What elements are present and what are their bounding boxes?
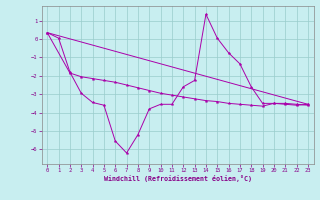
X-axis label: Windchill (Refroidissement éolien,°C): Windchill (Refroidissement éolien,°C) <box>104 175 252 182</box>
